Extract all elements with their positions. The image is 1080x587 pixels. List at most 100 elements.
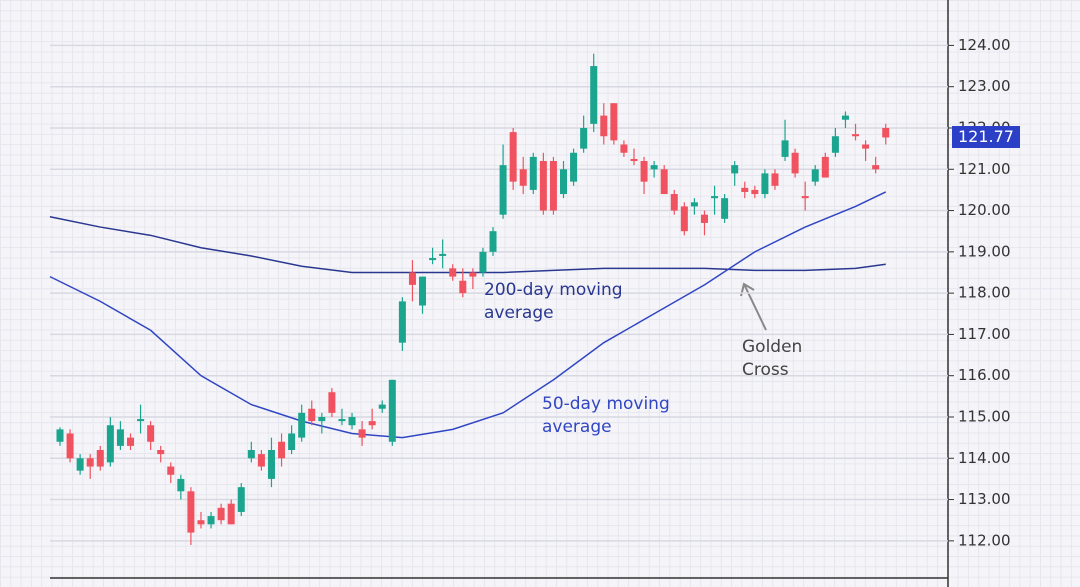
candle-body [469, 272, 477, 277]
candle-body [429, 258, 437, 261]
candle-body [388, 379, 396, 442]
y-tick-label: 120.00 [958, 201, 1011, 219]
candle-body [449, 268, 457, 277]
candle-body [328, 392, 336, 413]
candle-body [590, 66, 598, 124]
candle-body [126, 437, 134, 446]
candle-body [741, 187, 749, 192]
candle-body [177, 478, 185, 492]
y-tick-label: 119.00 [958, 242, 1011, 260]
candle-body [549, 161, 557, 211]
candle-body [560, 169, 567, 195]
candle-body [841, 115, 849, 120]
candle-body [76, 458, 84, 471]
candle-body [700, 214, 708, 223]
candle-body [217, 507, 225, 521]
candle-body [157, 450, 165, 455]
y-tick-label: 112.00 [958, 531, 1011, 549]
candle-body [882, 127, 890, 138]
y-tick-label: 113.00 [958, 490, 1011, 508]
candle-body [872, 165, 880, 170]
candle-body [116, 429, 124, 446]
candle-body [247, 450, 255, 459]
candle-body [358, 429, 366, 438]
candle-body [137, 419, 145, 422]
y-tick-label: 116.00 [958, 366, 1011, 384]
candle-body [227, 503, 235, 525]
candle-body [610, 103, 618, 141]
candle-body [640, 161, 648, 182]
candle-body [86, 458, 94, 467]
candle-body [509, 132, 517, 182]
candle-body [711, 196, 719, 199]
candle-body [338, 419, 346, 422]
candle-body [831, 136, 839, 153]
candle-body [731, 165, 739, 174]
annotation-arrowhead [740, 282, 755, 297]
candle-body [690, 202, 698, 207]
candle-body [519, 169, 527, 186]
candle-body [96, 450, 104, 467]
line-label: 50-day moving average [542, 394, 670, 437]
candle-body [620, 144, 628, 153]
candle-body [529, 156, 537, 190]
candle-body [167, 466, 175, 475]
candle-body [499, 165, 507, 215]
candle-body [278, 441, 286, 459]
annotation: Golden Cross [742, 337, 803, 380]
y-tick-label: 114.00 [958, 449, 1011, 467]
candle-body [257, 454, 265, 467]
candle-body [187, 491, 195, 533]
candle-body [862, 144, 870, 149]
candle-body [237, 487, 245, 512]
candle-body [479, 251, 487, 273]
candle-body [781, 140, 789, 157]
candle-body [318, 416, 326, 422]
candle-body [106, 425, 114, 463]
y-tick-label: 115.00 [958, 407, 1011, 425]
last-price-label: 121.77 [952, 126, 1020, 149]
candle-body [600, 115, 608, 137]
candle-body [398, 301, 406, 343]
candle-body [348, 416, 356, 426]
candle-body [791, 152, 799, 174]
candle-body [459, 280, 467, 294]
candle-body [267, 450, 275, 479]
candle-body [489, 231, 497, 252]
candle-body [680, 206, 688, 232]
candle-body [147, 425, 155, 442]
candle-body [66, 433, 74, 459]
candle-body [570, 152, 578, 182]
candle-body [751, 189, 759, 195]
y-tick-label: 124.00 [958, 36, 1011, 54]
moving-average [49, 216, 886, 274]
candle-body [439, 253, 447, 256]
candle-body [288, 433, 296, 451]
candle-body [761, 173, 769, 195]
candle-body [298, 412, 306, 438]
candle-body [408, 272, 416, 285]
candle-body [670, 194, 678, 211]
candle-body [721, 198, 729, 219]
candle-body [580, 127, 588, 149]
candle-body [539, 161, 547, 211]
annotation-arrow [743, 283, 767, 331]
candle-body [650, 165, 658, 170]
candle-body [630, 158, 638, 162]
line-label: 200-day moving average [484, 280, 623, 323]
candle-body [660, 169, 668, 195]
candle-body [821, 156, 829, 178]
candle-body [801, 196, 809, 199]
y-tick-label: 117.00 [958, 325, 1011, 343]
candle-body [419, 276, 427, 306]
candle-body [771, 173, 779, 186]
candle-body [811, 169, 819, 182]
candle-body [368, 421, 376, 426]
y-tick-label: 118.00 [958, 284, 1011, 302]
y-tick-label: 121.00 [958, 160, 1011, 178]
candle-body [207, 516, 215, 525]
candle-body [56, 429, 64, 442]
candle-body [378, 404, 386, 409]
